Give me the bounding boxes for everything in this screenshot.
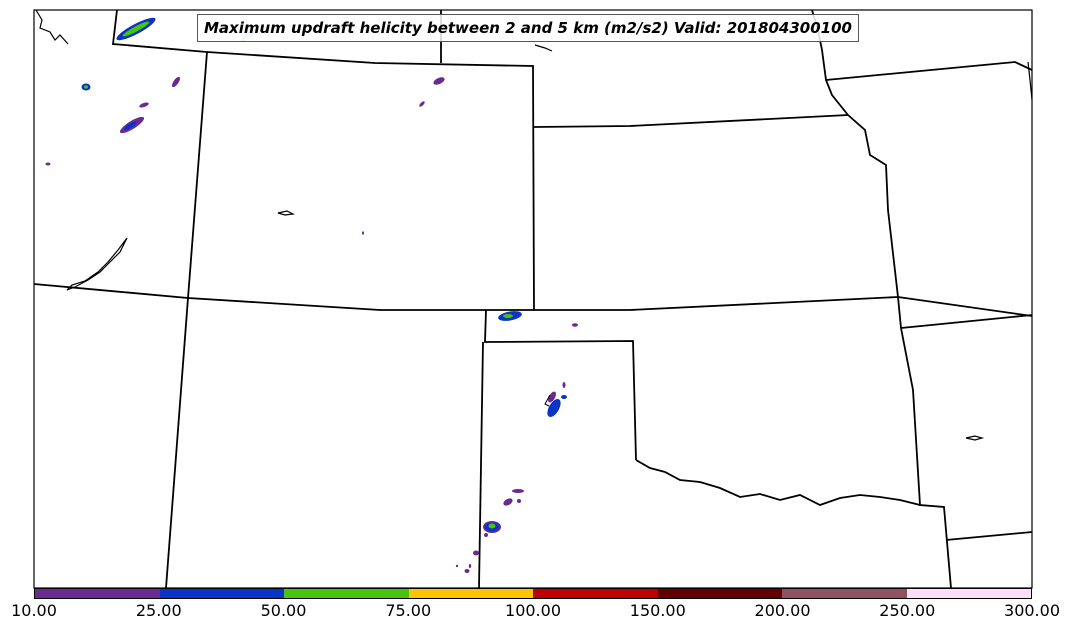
colorbar-segment — [159, 589, 284, 598]
border-wyoming-south — [187, 51, 208, 299]
helicity-cell — [561, 395, 567, 399]
lake-coast-sd — [534, 44, 553, 52]
lake-coast-mn — [1027, 61, 1033, 101]
helicity-cell — [464, 569, 470, 573]
helicity-cell — [512, 489, 524, 493]
helicity-cell — [362, 231, 364, 235]
helicity-cell — [503, 498, 513, 506]
small-lake-ne — [965, 435, 985, 441]
colorbar-segment — [657, 589, 782, 598]
colorbar-segment — [35, 589, 160, 598]
helicity-cell — [123, 121, 137, 131]
helicity-cell — [455, 564, 459, 568]
colorbar-segment — [782, 589, 907, 598]
border-nebraska-south — [533, 114, 849, 128]
border-kansas-missouri — [847, 114, 899, 298]
state-borders — [33, 9, 1033, 589]
colorbar-tick-label: 10.00 — [11, 601, 57, 620]
colorbar-tick-label: 100.00 — [505, 601, 561, 620]
border-wyoming-colorado — [206, 51, 535, 311]
helicity-cell — [171, 76, 181, 88]
river-red — [635, 459, 921, 506]
border-iowa-missouri — [825, 61, 1033, 81]
helicity-cell — [503, 314, 513, 318]
helicity-cell — [468, 564, 472, 568]
border-arkansas-south — [945, 531, 1033, 541]
colorbar-segment — [408, 589, 533, 598]
helicity-cell — [488, 523, 496, 529]
border-oklahoma-panhandle — [484, 309, 637, 461]
helicity-cell — [572, 323, 578, 327]
helicity-cell — [473, 550, 479, 556]
border-arkansas-north — [900, 314, 1033, 329]
colorbar-tick-label: 300.00 — [1004, 601, 1060, 620]
helicity-cell — [517, 499, 521, 503]
helicity-cell — [433, 77, 445, 85]
colorbar-tick-label: 250.00 — [879, 601, 936, 620]
colorbar — [34, 588, 1032, 599]
border-idaho-wyoming — [111, 9, 208, 53]
colorbar-segment — [906, 589, 1031, 598]
helicity-cell — [84, 85, 88, 89]
colorbar-tick-label: 50.00 — [260, 601, 307, 620]
helicity-cell — [484, 533, 488, 537]
helicity-cell — [547, 398, 561, 418]
colorbar-tick-label: 150.00 — [629, 601, 686, 620]
great-salt-lake — [66, 237, 128, 291]
helicity-cell — [122, 21, 150, 37]
helicity-cell — [139, 102, 149, 108]
colorbar-segment — [284, 589, 409, 598]
small-lake-wy — [277, 210, 296, 216]
helicity-cell — [562, 382, 566, 388]
helicity-cell — [544, 394, 551, 407]
helicity-cell — [45, 162, 51, 166]
map-title: Maximum updraft helicity between 2 and 5… — [197, 14, 859, 42]
lake-coast-nw — [35, 9, 69, 45]
helicity-cell — [548, 391, 556, 403]
helicity-cell — [419, 101, 425, 107]
colorbar-tick-label: 25.00 — [135, 601, 182, 620]
border-oklahoma-arkansas — [897, 296, 952, 589]
colorbar-tick-label: 75.00 — [385, 601, 432, 620]
colorbar-segment — [533, 589, 658, 598]
colorbar-tick-label: 200.00 — [754, 601, 811, 620]
border-newmexico-texas — [478, 341, 484, 589]
border-nevada-utah — [165, 297, 189, 589]
